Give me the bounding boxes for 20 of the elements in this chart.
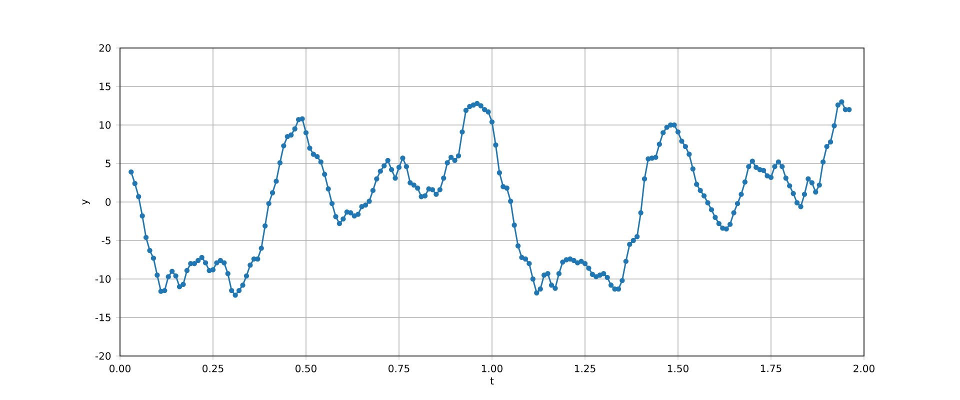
x-tick-label: 0.75 [388,364,410,372]
y-axis-title: y [82,199,90,205]
x-tick-label: 1.75 [760,364,782,372]
x-tick-label: 0.00 [110,364,130,372]
y-tick-label: 0 [106,198,111,206]
y-tick-label: -15 [95,314,110,322]
y-tick-label: -5 [102,236,110,244]
y-tick-label: 20 [99,44,111,52]
y-tick-label: 5 [106,160,110,168]
x-axis-title: t [490,377,494,384]
y-tick-label: -10 [95,275,111,283]
x-tick-label: 0.25 [202,364,224,372]
y-tick-label: 10 [100,121,111,129]
y-tick-label: 15 [100,82,110,90]
x-tick-label: 0.50 [296,364,316,372]
y-tick-label: -20 [95,352,111,360]
x-tick-label: 1.00 [482,364,502,372]
x-tick-label: 1.25 [574,364,596,372]
x-tick-label: 2.00 [854,364,874,372]
x-tick-label: 1.50 [668,364,688,372]
